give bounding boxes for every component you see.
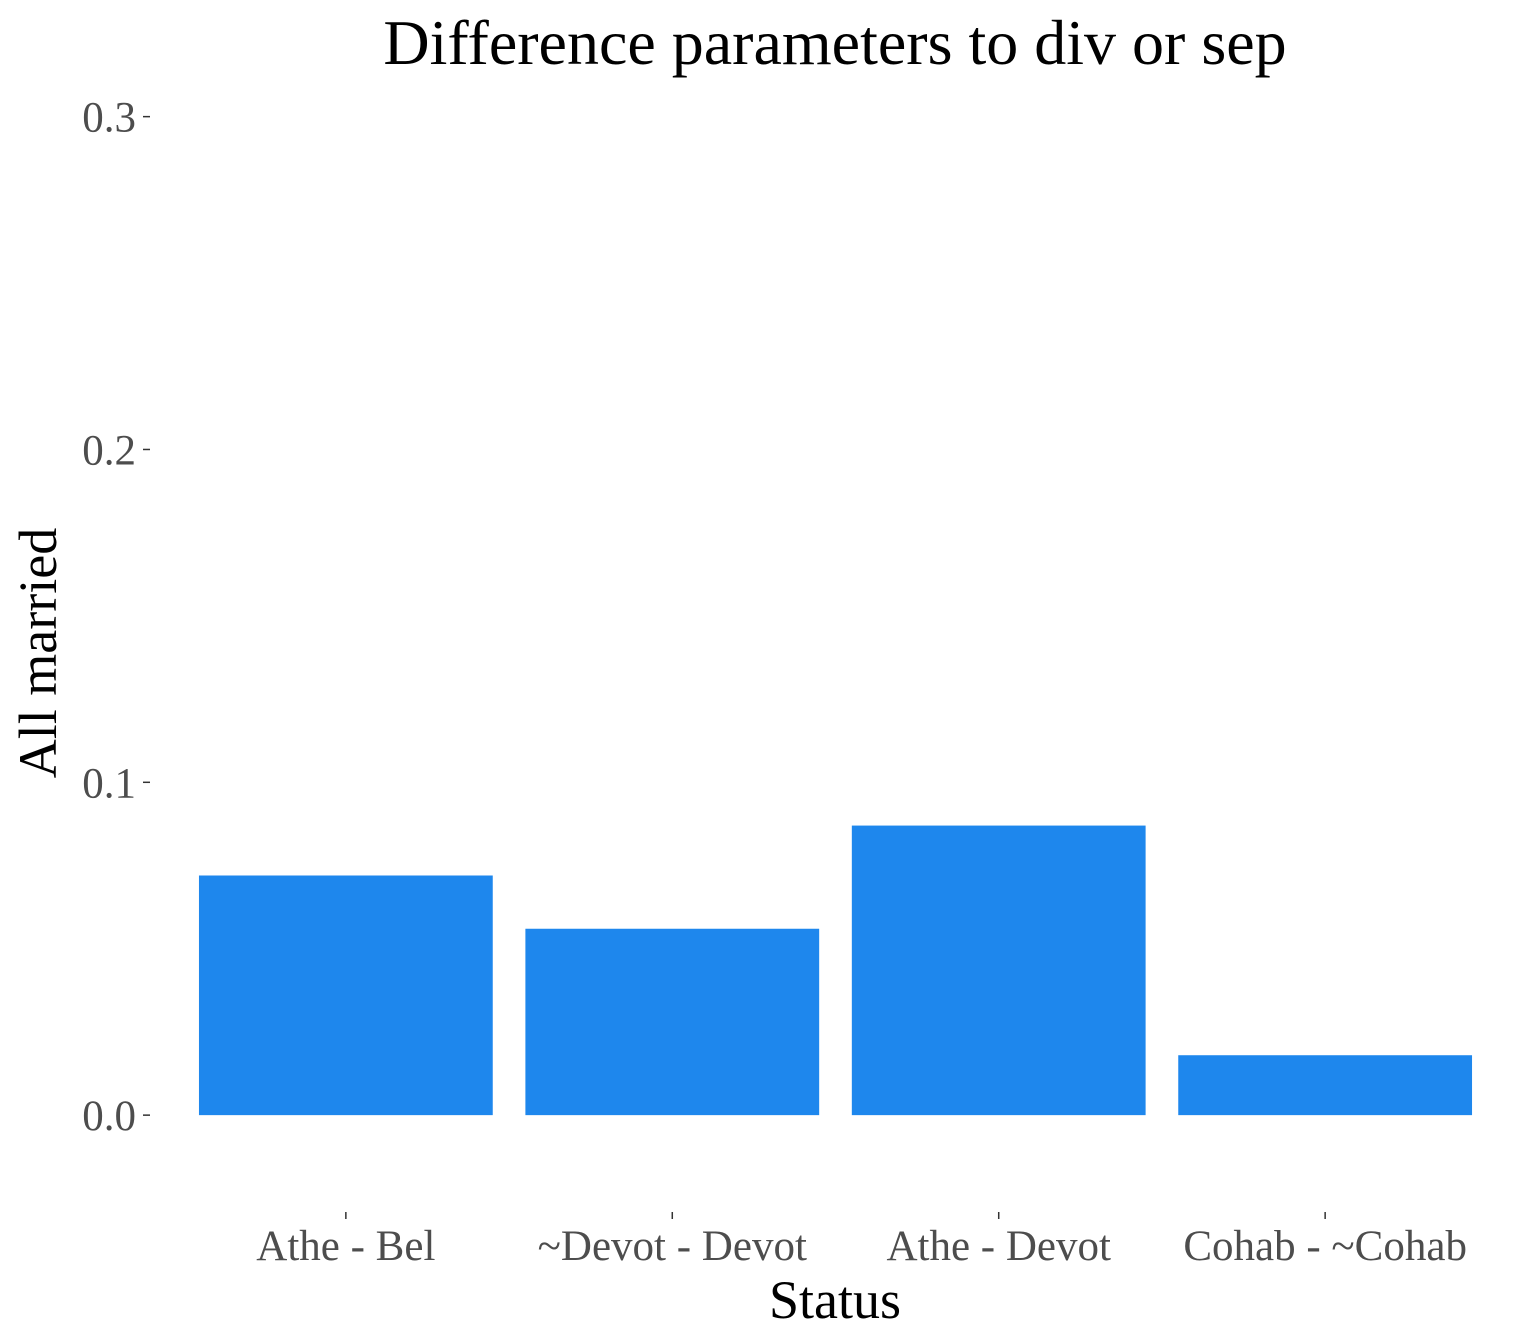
- y-tick-label: 0.0: [82, 1093, 136, 1140]
- x-tick-label: ~Devot - Devot: [538, 1223, 807, 1270]
- x-axis: Athe - Bel ~Devot - Devot Athe - Devot Coha…: [256, 1212, 1467, 1270]
- x-tick-label: Cohab - ~Cohab: [1183, 1223, 1467, 1270]
- y-axis-title: All married: [8, 528, 68, 778]
- y-tick-label: 0.2: [82, 427, 136, 474]
- bars: [198, 825, 1473, 1116]
- y-tick-label: 0.3: [82, 95, 136, 142]
- bar: [198, 875, 493, 1116]
- bar: [1178, 1055, 1473, 1116]
- x-tick-label: Athe - Devot: [886, 1223, 1111, 1270]
- bar: [851, 825, 1146, 1116]
- bar: [525, 928, 820, 1116]
- chart-title: Difference parameters to div or sep: [383, 7, 1286, 78]
- y-axis: 0.0 0.1 0.2 0.3: [82, 95, 150, 1140]
- x-tick-label: Athe - Bel: [256, 1223, 435, 1270]
- y-tick-label: 0.1: [82, 760, 136, 807]
- x-axis-title: Status: [769, 1270, 901, 1330]
